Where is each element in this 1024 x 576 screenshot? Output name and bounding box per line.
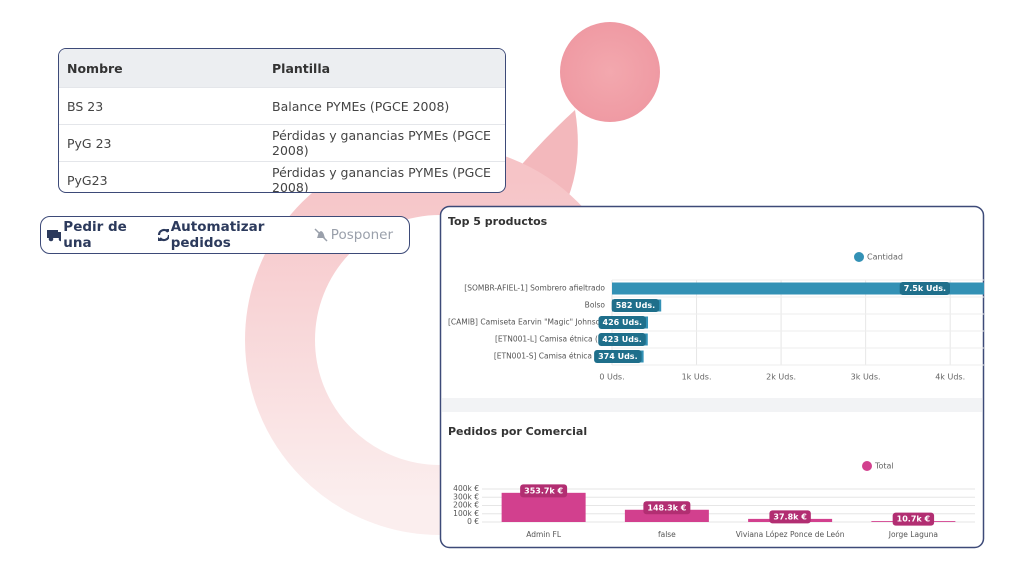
cell: Pérdidas y ganancias PYMEs (PGCE 2008): [272, 128, 491, 158]
value-label-box: [643, 501, 691, 515]
toolbar: Pedir de una Automatizar pedidos Pospone…: [40, 216, 410, 254]
bar: [612, 282, 984, 295]
y-tick-label: 100k €: [453, 509, 479, 518]
refresh-icon: [157, 228, 169, 242]
value-label-box: [598, 316, 647, 329]
value-label-box: [892, 512, 935, 526]
cell: Balance PYMEs (PGCE 2008): [272, 98, 450, 114]
value-label: 7.5k Uds.: [899, 282, 950, 295]
table-row[interactable]: BS 23 Balance PYMEs (PGCE 2008): [59, 87, 505, 124]
x-tick-label: 3k Uds.: [851, 373, 881, 382]
button-label: Posponer: [330, 227, 393, 243]
button-label: Pedir de una: [63, 219, 127, 251]
table-header: Nombre Plantilla: [59, 49, 505, 87]
bell-off-icon: [314, 228, 328, 242]
value-label-text: 423 Uds.: [602, 335, 642, 344]
value-label: 426 Uds.: [598, 316, 647, 329]
value-label-text: 426 Uds.: [603, 318, 643, 327]
value-label-text: 10.7k €: [897, 515, 931, 524]
legend-label: Total: [874, 462, 894, 471]
legend-swatch: [854, 252, 864, 262]
value-label-box: [769, 510, 811, 524]
value-label-box: [594, 350, 642, 363]
divider: [442, 398, 982, 412]
button[interactable]: Automatizar pedidos: [156, 219, 297, 251]
y-tick-label: 200k €: [453, 501, 479, 510]
value-label-text: 148.3k €: [647, 503, 686, 512]
value-label-text: 7.5k Uds.: [904, 284, 946, 293]
cell: PyG23: [67, 172, 108, 188]
value-label-box: [899, 282, 950, 295]
value-label-box: [598, 333, 646, 346]
x-tick-label: false: [658, 530, 676, 539]
y-tick-label: Bolso: [585, 301, 606, 310]
legend-label: Cantidad: [867, 253, 903, 262]
chart-title: Top 5 productos: [448, 215, 548, 228]
cell: BS 23: [67, 98, 104, 114]
y-tick-label: [CAMIB] Camiseta Earvin "Magic" Johnson: [448, 318, 605, 327]
y-tick-label: [ETN001-S] Camisa étnica (S): [494, 352, 605, 361]
x-tick-label: Jorge Laguna: [888, 530, 938, 539]
x-tick-label: 4k Uds.: [935, 373, 965, 382]
y-tick-label: [SOMBR-AFIEL-1] Sombrero afieltrado: [464, 284, 605, 293]
button[interactable]: Pedir de una: [47, 219, 140, 251]
value-label: 10.7k €: [892, 512, 935, 526]
value-label-text: 374 Uds.: [598, 352, 638, 361]
chart-title: Pedidos por Comercial: [448, 425, 587, 438]
value-label-text: 353.7k €: [524, 486, 563, 495]
value-label: 37.8k €: [769, 510, 811, 524]
value-label: 148.3k €: [643, 501, 691, 515]
value-label: 423 Uds.: [598, 333, 646, 346]
button[interactable]: Posponer: [313, 227, 393, 243]
value-label: 374 Uds.: [594, 350, 642, 363]
value-label-box: [611, 299, 660, 312]
header-cell: Plantilla: [272, 60, 331, 76]
y-tick-label: 400k €: [453, 484, 479, 493]
value-label: 353.7k €: [520, 484, 568, 498]
x-tick-label: 2k Uds.: [766, 373, 796, 382]
button-label: Automatizar pedidos: [170, 219, 265, 251]
header-cell: Nombre: [67, 60, 123, 76]
cell: Pérdidas y ganancias PYMEs (PGCE 2008): [272, 165, 491, 193]
x-tick-label: Admin FL: [526, 530, 562, 539]
value-label-box: [520, 484, 568, 498]
value-label-text: 37.8k €: [773, 512, 807, 521]
y-tick-label: 0 €: [467, 517, 479, 526]
charts: Top 5 productos Cantidad 0 Uds. 1k Uds. 2k U…: [448, 215, 984, 539]
value-label: 582 Uds.: [611, 299, 660, 312]
bar: [501, 492, 586, 522]
legend-swatch: [862, 461, 872, 471]
x-tick-label: 0 Uds.: [599, 373, 624, 382]
table-row[interactable]: PyG 23 Pérdidas y ganancias PYMEs (PGCE …: [59, 124, 505, 161]
y-tick-label: 300k €: [453, 492, 479, 501]
truck-icon: [47, 230, 62, 242]
cell: PyG 23: [67, 135, 112, 151]
table-row[interactable]: PyG23 Pérdidas y ganancias PYMEs (PGCE 2…: [59, 161, 505, 193]
table: Nombre Plantilla BS 23 Balance PYMEs (PG…: [58, 48, 506, 193]
x-tick-label: 1k Uds.: [682, 373, 712, 382]
value-label-text: 582 Uds.: [616, 301, 656, 310]
x-tick-label: Viviana López Ponce de León: [736, 530, 845, 539]
y-tick-label: [ETN001-L] Camisa étnica (L): [495, 335, 605, 344]
